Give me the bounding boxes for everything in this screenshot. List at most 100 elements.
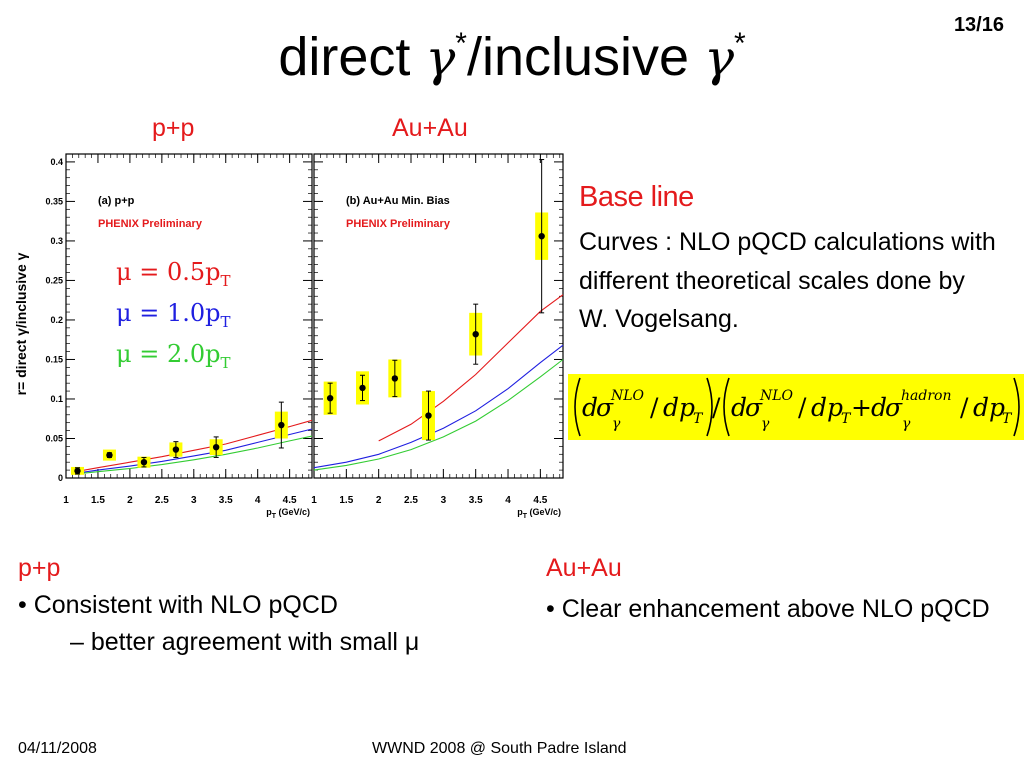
- x-tick-label: 3.5: [469, 495, 483, 506]
- x-tick-label: 1: [63, 495, 69, 506]
- formula-sigma-3: σ: [885, 393, 903, 422]
- data-point: [106, 451, 113, 459]
- panel-annotation: (a) p+p: [98, 195, 135, 207]
- x-tick-label: 3: [441, 495, 447, 506]
- data-point: [326, 394, 334, 402]
- data-point: [278, 421, 285, 429]
- auau-bullet-enhancement: • Clear enhancement above NLO pQCD: [546, 595, 990, 623]
- plot-frame-2: [313, 153, 564, 479]
- footer-date: 04/11/2008: [18, 740, 97, 757]
- ratio-plot: 1 1.5 2 2.5 3 3.5 4 4.5 0 0.05 0.1 0.15 0.2 0.25 0.3 0.…: [13, 153, 564, 520]
- formula-slash-main: /: [712, 393, 721, 422]
- x-tick-label: 2.5: [404, 495, 418, 506]
- formula-slash-3: /: [960, 393, 969, 422]
- phenix-preliminary-label: PHENIX Preliminary: [346, 218, 451, 230]
- title-text-direct: direct: [278, 27, 426, 87]
- x-tick-label: 4.5: [283, 495, 297, 506]
- formula-paren-open-2: [723, 377, 730, 437]
- title-text-inclusive: /inclusive: [466, 27, 705, 87]
- x-tick-label: 4: [505, 495, 511, 506]
- formula-d-3: d: [871, 393, 887, 422]
- formula-dp-3: dp: [973, 393, 1005, 422]
- data-point: [74, 467, 81, 475]
- y-tick-label: 0.25: [45, 275, 63, 285]
- nlo-curve-3: [75, 435, 313, 475]
- auau-conclusion-title: Au+Au: [546, 554, 622, 582]
- data-point: [172, 446, 180, 453]
- page-number: 13/16: [953, 14, 1004, 36]
- title-star-2: *: [733, 27, 746, 60]
- x-tick-label: 4.5: [533, 495, 547, 506]
- formula-T-3: T: [1002, 411, 1013, 427]
- title-star: *: [455, 27, 467, 60]
- legend-entry-3: μ = 2.0pT: [116, 340, 231, 372]
- title-gamma-2: γ: [704, 29, 734, 87]
- pp-bullet-consistent: • Consistent with NLO pQCD: [18, 591, 338, 619]
- nlo-curve-3: [313, 359, 564, 471]
- y-tick-label: 0.4: [50, 157, 63, 167]
- plot-frame-1: [65, 153, 313, 479]
- nlo-curve-2: [313, 344, 564, 469]
- formula-slash-2: /: [798, 393, 807, 422]
- y-axis-title: r= direct γ/inclusive γ: [13, 252, 29, 395]
- formula-nlo-2: NLO: [759, 388, 794, 404]
- y-tick-label: 0.35: [45, 196, 63, 206]
- y-tick-label: 0: [58, 473, 63, 483]
- data-point: [212, 443, 220, 451]
- data-point: [140, 458, 148, 466]
- legend-entry-2: μ = 1.0pT: [116, 299, 231, 331]
- formula-sigma-1: σ: [596, 393, 614, 422]
- y-tick-label: 0.15: [45, 354, 63, 364]
- y-tick-label: 0.2: [50, 315, 63, 325]
- x-tick-label: 2.5: [155, 495, 169, 506]
- x-axis-title: pT (GeV/c): [517, 507, 561, 520]
- formula-sigma-2: σ: [745, 393, 763, 422]
- formula-d-2: d: [731, 393, 747, 422]
- x-tick-label: 3.5: [219, 495, 233, 506]
- panel-annotation: (b) Au+Au Min. Bias: [346, 195, 450, 207]
- formula-nlo-1: NLO: [610, 388, 645, 404]
- formula-T-2: T: [841, 411, 852, 427]
- formula-hadron: hadron: [901, 388, 951, 404]
- baseline-title: Base line: [579, 181, 694, 213]
- legend-entry-1: μ = 0.5pT: [116, 258, 231, 290]
- formula-gamma-3: γ: [902, 416, 911, 432]
- data-point: [472, 330, 479, 338]
- formula-dp-2: dp: [811, 393, 843, 422]
- formula-T-1: T: [693, 411, 704, 427]
- formula-paren-open-1: [574, 377, 581, 437]
- phenix-preliminary-label: PHENIX Preliminary: [98, 218, 203, 230]
- data-point: [391, 375, 399, 382]
- title-gamma: γ: [425, 29, 456, 87]
- data-point: [538, 232, 545, 240]
- panel-label-pp: p+p: [152, 114, 195, 142]
- formula-d-1: d: [582, 393, 598, 422]
- data-point: [359, 384, 366, 392]
- x-tick-label: 2: [376, 495, 382, 506]
- y-tick-label: 0.1: [50, 394, 63, 404]
- nlo-curve-1: [378, 294, 564, 442]
- slide-title: direct γ*/inclusive γ*: [0, 26, 1024, 88]
- x-tick-label: 1: [311, 495, 317, 506]
- x-tick-label: 1.5: [339, 495, 353, 506]
- formula-paren-close-1: [706, 377, 713, 437]
- ratio-formula: d σ NLO γ / dp T / d σ NLO γ / dp T + d …: [568, 374, 1024, 440]
- data-point: [425, 412, 432, 419]
- x-tick-label: 3: [191, 495, 197, 506]
- formula-dp-1: dp: [663, 393, 695, 422]
- x-axis-title: pT (GeV/c): [266, 507, 310, 520]
- x-tick-label: 4: [255, 495, 261, 506]
- formula-gamma-1: γ: [612, 416, 621, 432]
- formula-slash-1: /: [650, 393, 659, 422]
- pp-conclusion-title: p+p: [18, 554, 61, 582]
- y-tick-label: 0.05: [45, 433, 63, 443]
- y-tick-label: 0.3: [50, 236, 63, 246]
- formula-gamma-2: γ: [761, 416, 770, 432]
- footer-conference: WWND 2008 @ South Padre Island: [372, 740, 627, 757]
- x-tick-label: 1.5: [91, 495, 105, 506]
- baseline-description: Curves : NLO pQCD calculations with diff…: [579, 228, 996, 333]
- formula-plus: +: [851, 393, 872, 422]
- formula-paren-close-2: [1013, 377, 1020, 437]
- pp-subbullet-agreement: – better agreement with small μ: [70, 628, 420, 656]
- x-tick-label: 2: [127, 495, 133, 506]
